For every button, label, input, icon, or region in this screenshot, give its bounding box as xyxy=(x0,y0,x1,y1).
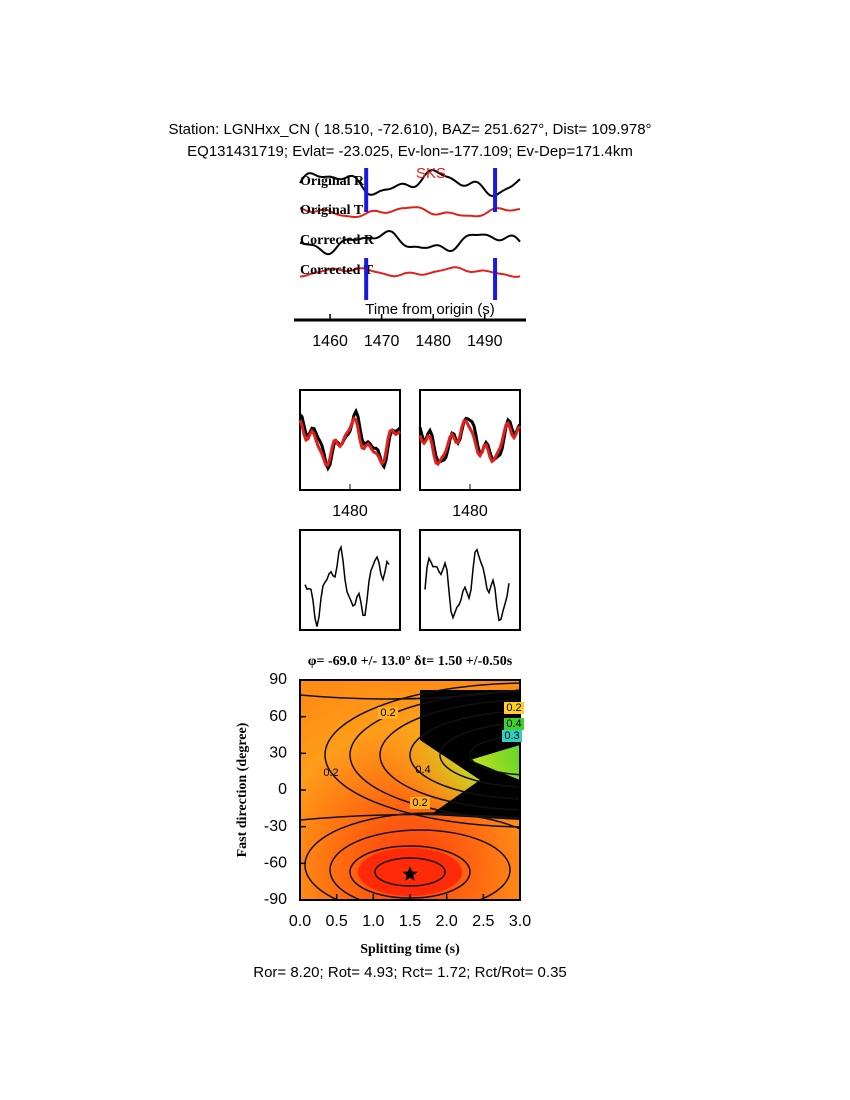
x-tick-label: 1480 xyxy=(452,503,488,520)
x-tick-label: 1.0 xyxy=(362,913,384,930)
contour-label: 0.2 xyxy=(323,767,338,779)
footer-stats: Ror= 8.20; Rot= 4.93; Rct= 1.72; Rct/Rot… xyxy=(253,964,567,981)
contour-label-bg xyxy=(504,718,524,730)
x-tick-label: 2.5 xyxy=(472,913,494,930)
x-axis-label: Splitting time (s) xyxy=(360,942,460,957)
x-tick-label: 0.5 xyxy=(326,913,348,930)
subtitle: EQ131431719; Evlat= -23.025, Ev-lon=-177… xyxy=(187,143,633,160)
contour-label: 0.2 xyxy=(380,707,395,719)
contour-lines xyxy=(300,682,520,900)
x-tick-label: 1490 xyxy=(467,333,503,350)
x-tick-label: 1480 xyxy=(332,503,368,520)
trace-label: Corrected T xyxy=(300,263,374,278)
x-axis-label: Time from origin (s) xyxy=(365,301,494,318)
trace xyxy=(299,230,521,256)
particle-frame xyxy=(299,529,401,631)
y-tick-label: 60 xyxy=(269,708,287,725)
contour-label-bg xyxy=(410,797,430,809)
contour-label-bg xyxy=(502,730,522,742)
particle-frame xyxy=(419,529,521,631)
contour-label: 0.4 xyxy=(415,764,430,776)
contour-label: 0.3 xyxy=(504,730,519,742)
x-tick-label: 1460 xyxy=(312,333,348,350)
y-tick-label: -60 xyxy=(264,855,287,872)
contour-label: 0.2 xyxy=(506,702,521,714)
contour-label: 0.4 xyxy=(506,718,521,730)
y-tick-label: 0 xyxy=(278,781,287,798)
y-tick-label: 30 xyxy=(269,745,287,762)
trace-label: Original T xyxy=(300,203,364,218)
x-tick-label: 3.0 xyxy=(509,913,531,930)
x-tick-label: 1.5 xyxy=(399,913,421,930)
x-tick-label: 1480 xyxy=(415,333,451,350)
y-axis-label: Fast direction (degree) xyxy=(235,722,250,857)
best-fit-star xyxy=(402,866,418,881)
phase-label: SKS xyxy=(416,165,446,182)
trace-label: Corrected R xyxy=(300,233,375,248)
x-tick-label: 2.0 xyxy=(436,913,458,930)
title: Station: LGNHxx_CN ( 18.510, -72.610), B… xyxy=(168,121,651,138)
waveform xyxy=(298,416,402,467)
trace xyxy=(299,168,521,198)
trace-label: Original R xyxy=(300,174,365,189)
contour-label: 0.2 xyxy=(412,797,427,809)
waveform xyxy=(418,419,522,467)
x-tick-label: 0.0 xyxy=(289,913,311,930)
contour-map xyxy=(300,680,520,900)
x-tick-label: 1470 xyxy=(364,333,400,350)
particle-motion xyxy=(304,544,390,627)
contour-label-bg xyxy=(378,707,398,719)
y-tick-label: -90 xyxy=(264,891,287,908)
trace xyxy=(299,206,521,218)
particle-motion xyxy=(424,548,510,622)
y-tick-label: 90 xyxy=(269,671,287,688)
trace xyxy=(299,266,521,278)
y-tick-label: -30 xyxy=(264,818,287,835)
contour-title: φ= -69.0 +/- 13.0° δt= 1.50 +/-0.50s xyxy=(308,654,513,669)
contour-label-bg xyxy=(504,702,524,714)
